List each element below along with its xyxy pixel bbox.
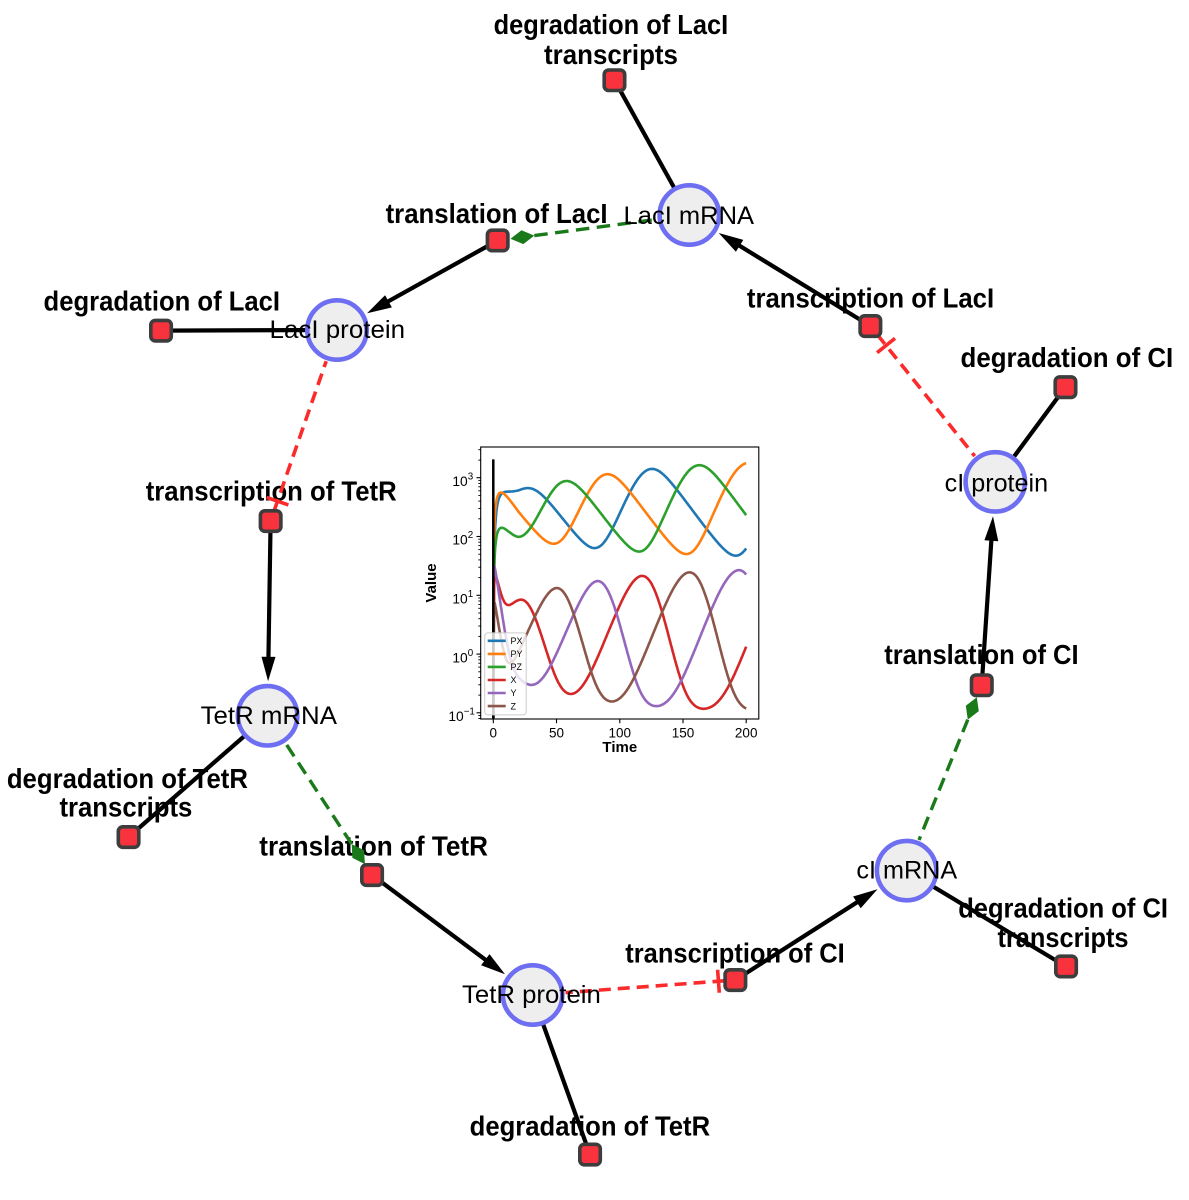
svg-text:3: 3	[468, 471, 474, 482]
svg-text:transcription of LacI: transcription of LacI	[747, 283, 994, 314]
svg-text:degradation of CI: degradation of CI	[958, 893, 1168, 924]
svg-text:10: 10	[448, 709, 464, 724]
svg-text:cI mRNA: cI mRNA	[856, 857, 957, 885]
svg-text:200: 200	[735, 726, 758, 741]
svg-text:degradation of TetR: degradation of TetR	[7, 763, 248, 794]
svg-text:translation of LacI: translation of LacI	[386, 198, 608, 229]
svg-text:LacI mRNA: LacI mRNA	[624, 202, 755, 230]
svg-text:translation of TetR: translation of TetR	[259, 830, 488, 861]
svg-text:10: 10	[452, 592, 468, 607]
svg-text:TetR protein: TetR protein	[462, 981, 601, 1009]
svg-text:Z: Z	[511, 701, 517, 711]
svg-text:1: 1	[468, 589, 473, 600]
svg-text:PY: PY	[511, 649, 523, 659]
svg-text:10: 10	[452, 474, 468, 489]
svg-text:degradation of LacI: degradation of LacI	[44, 286, 281, 317]
svg-text:TetR mRNA: TetR mRNA	[201, 702, 338, 730]
svg-text:0: 0	[490, 726, 498, 741]
svg-text:50: 50	[549, 726, 564, 741]
svg-text:transcription of TetR: transcription of TetR	[146, 476, 397, 507]
svg-text:150: 150	[672, 726, 695, 741]
svg-text:PZ: PZ	[511, 662, 523, 672]
svg-text:transcripts: transcripts	[59, 792, 192, 823]
svg-text:2: 2	[468, 530, 473, 541]
svg-text:transcripts: transcripts	[544, 39, 678, 70]
svg-text:degradation of LacI: degradation of LacI	[494, 9, 729, 40]
svg-text:10: 10	[452, 650, 468, 665]
svg-text:degradation of TetR: degradation of TetR	[470, 1110, 711, 1141]
svg-text:LacI protein: LacI protein	[270, 316, 406, 344]
svg-text:0: 0	[468, 648, 474, 659]
svg-text:Time: Time	[602, 739, 637, 756]
svg-text:PX: PX	[511, 636, 523, 646]
svg-text:−1: −1	[464, 707, 475, 718]
svg-text:Value: Value	[423, 563, 440, 602]
svg-text:10: 10	[452, 533, 468, 548]
svg-text:Y: Y	[511, 688, 517, 698]
svg-text:degradation of CI: degradation of CI	[961, 342, 1174, 373]
svg-text:cI protein: cI protein	[945, 469, 1048, 497]
svg-text:100: 100	[609, 726, 632, 741]
svg-text:transcription of CI: transcription of CI	[625, 937, 845, 968]
svg-text:X: X	[511, 675, 517, 685]
